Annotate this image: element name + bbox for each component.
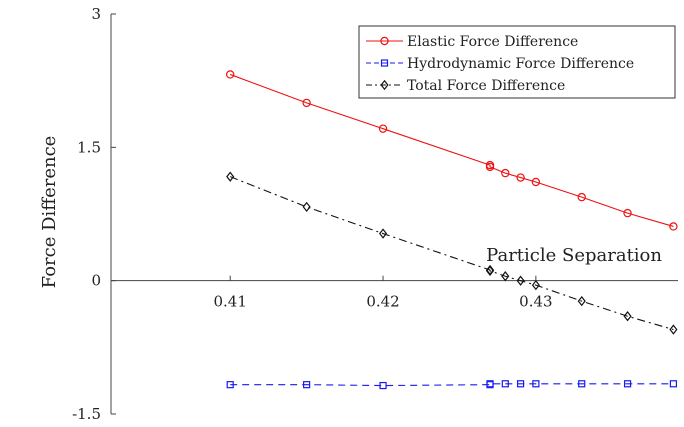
legend-marker <box>380 36 389 46</box>
x-tick-label: 0.41 <box>214 293 247 311</box>
data-point <box>532 380 540 388</box>
legend-marker <box>380 59 389 67</box>
legend-label: Total Force Difference <box>407 78 565 94</box>
data-point <box>531 177 541 187</box>
legend-items: Elastic Force Difference Hydrodynamic For… <box>366 34 634 94</box>
y-axis-label: Force Difference <box>39 136 60 289</box>
legend-marker <box>380 79 389 91</box>
data-point <box>623 380 632 388</box>
legend-box <box>358 25 676 99</box>
data-point <box>623 311 632 322</box>
data-point <box>486 380 494 388</box>
series-line <box>230 73 674 227</box>
legend-item-elastic: Elastic Force Difference <box>366 34 578 50</box>
data-point <box>485 265 495 277</box>
data-point <box>302 98 311 108</box>
series-line <box>230 383 674 387</box>
data-point <box>516 380 525 388</box>
data-point <box>501 380 509 388</box>
x-axis-label: Particle Separation <box>486 245 662 266</box>
data-point <box>378 228 388 239</box>
data-point <box>669 380 678 388</box>
data-point <box>226 171 235 182</box>
series-elastic <box>226 70 678 231</box>
legend-item-hydrodynamic: Hydrodynamic Force Difference <box>366 56 634 72</box>
data-point <box>669 222 678 231</box>
x-axis-ticks: 0.41 0.42 0.43 <box>214 275 553 311</box>
y-tick-label: -1.5 <box>72 405 101 423</box>
series-line <box>230 176 674 331</box>
data-point <box>501 168 510 178</box>
series-hydrodynamic <box>226 380 678 390</box>
legend-label: Elastic Force Difference <box>407 34 578 50</box>
series-total <box>226 171 678 335</box>
data-point <box>226 381 234 389</box>
legend-item-total: Total Force Difference <box>366 78 565 94</box>
data-point <box>303 381 311 389</box>
series-layer <box>226 70 678 390</box>
y-tick-label: 3 <box>91 5 101 23</box>
legend-label: Hydrodynamic Force Difference <box>407 56 634 72</box>
data-point <box>516 275 525 286</box>
data-point <box>226 70 235 79</box>
data-point <box>485 162 495 172</box>
data-point <box>501 271 510 282</box>
data-point <box>379 381 387 390</box>
data-point <box>516 173 525 182</box>
data-point <box>577 192 586 202</box>
data-point <box>378 124 388 133</box>
data-point <box>302 201 311 213</box>
plot-area: 3 1.5 0 -1.5 0.41 0.42 0.43 <box>72 5 678 423</box>
x-tick-label: 0.43 <box>519 293 552 311</box>
data-point <box>578 380 586 388</box>
data-point <box>623 208 632 218</box>
y-tick-label: 0 <box>91 272 101 290</box>
y-axis-ticks: 3 1.5 0 -1.5 <box>72 5 116 423</box>
data-point <box>577 295 586 307</box>
y-tick-label: 1.5 <box>77 138 101 156</box>
x-tick-label: 0.42 <box>366 293 399 311</box>
data-point <box>669 324 678 335</box>
legend: Elastic Force Difference Hydrodynamic For… <box>358 25 676 99</box>
data-point <box>531 279 540 291</box>
